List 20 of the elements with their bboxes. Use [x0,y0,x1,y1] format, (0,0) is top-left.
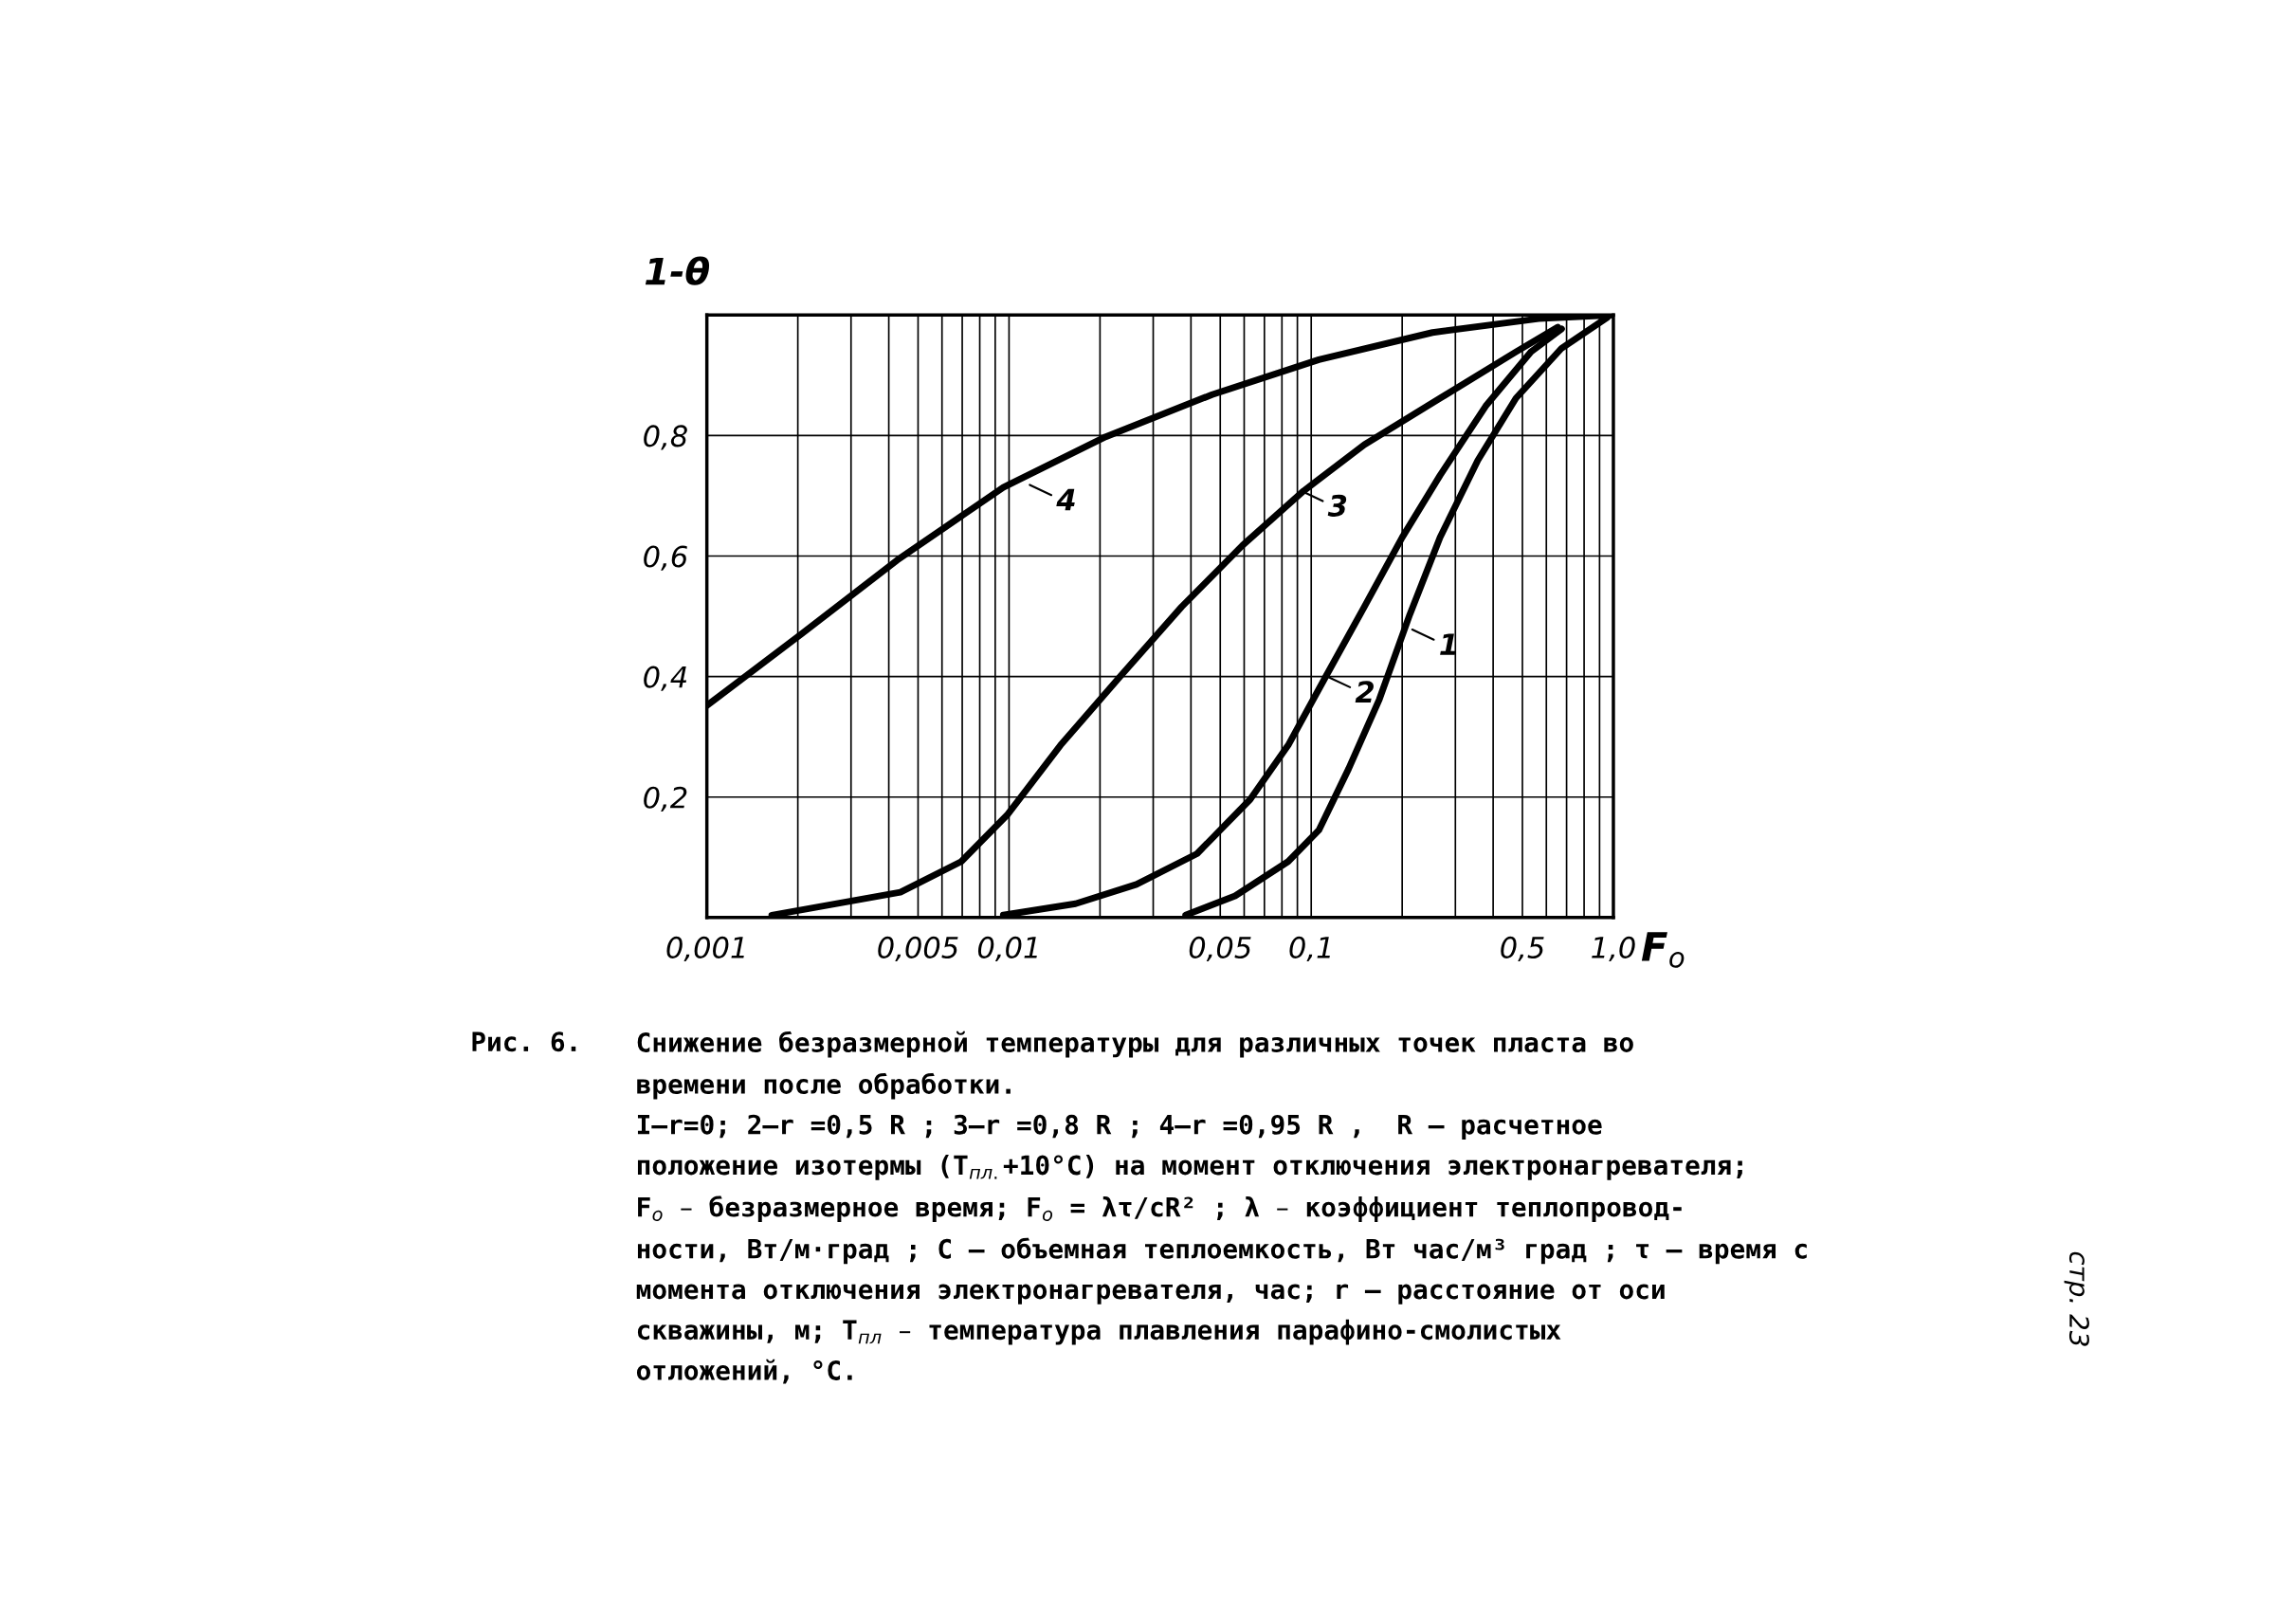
x-tick-label: 0,005 [878,936,958,962]
y-axis-title: 1-θ [645,256,710,285]
y-tick-label: 0,8 [644,425,687,450]
y-tick-label: 0,6 [644,545,687,571]
text: Снижение безразмерной температуры для различных точек пласта во времени после обработки. I–r=0; 2–r =0,5 R ; 3–r =0,8 R ; 4–r =0,95 R , R – расчетное положение изотермы (T$_{пл.}$+10°C) на момент отключения электронагревателя; F$_{o}$ – безразмерное время; F$_{o}$ = λτ/cR² ; λ – коэффициент теплопровод- ности, Вт/м·град ; C – объемная теплоемкость, Вт час/м³ град ; τ – время с момента отключения электронагревателя, час; r – расстояние от оси скважины, м; T$_{пл}$ – температура плавления парафино-смолистых отложений, °C. [636,1031,1807,1384]
annotation: 2 [1355,681,1374,703]
x-tick-label: 0,1 [1289,936,1330,962]
x-tick-label: 0,001 [666,936,744,962]
text: стр. 23 [2064,1251,2089,1346]
x-tick-label: 0,5 [1501,936,1544,962]
x-tick-label: 0,01 [977,936,1037,962]
x-axis-title: F$_{o}$ [1641,932,1685,968]
x-tick-label: 0,05 [1189,936,1251,962]
y-tick-label: 0,2 [644,786,687,812]
annotation: 4 [1056,488,1075,511]
annotation: 3 [1327,494,1347,517]
x-tick-label: 1,0 [1592,936,1635,962]
annotation: 1 [1440,633,1456,655]
text: Рис. 6. [472,1031,576,1052]
y-tick-label: 0,4 [644,666,687,691]
